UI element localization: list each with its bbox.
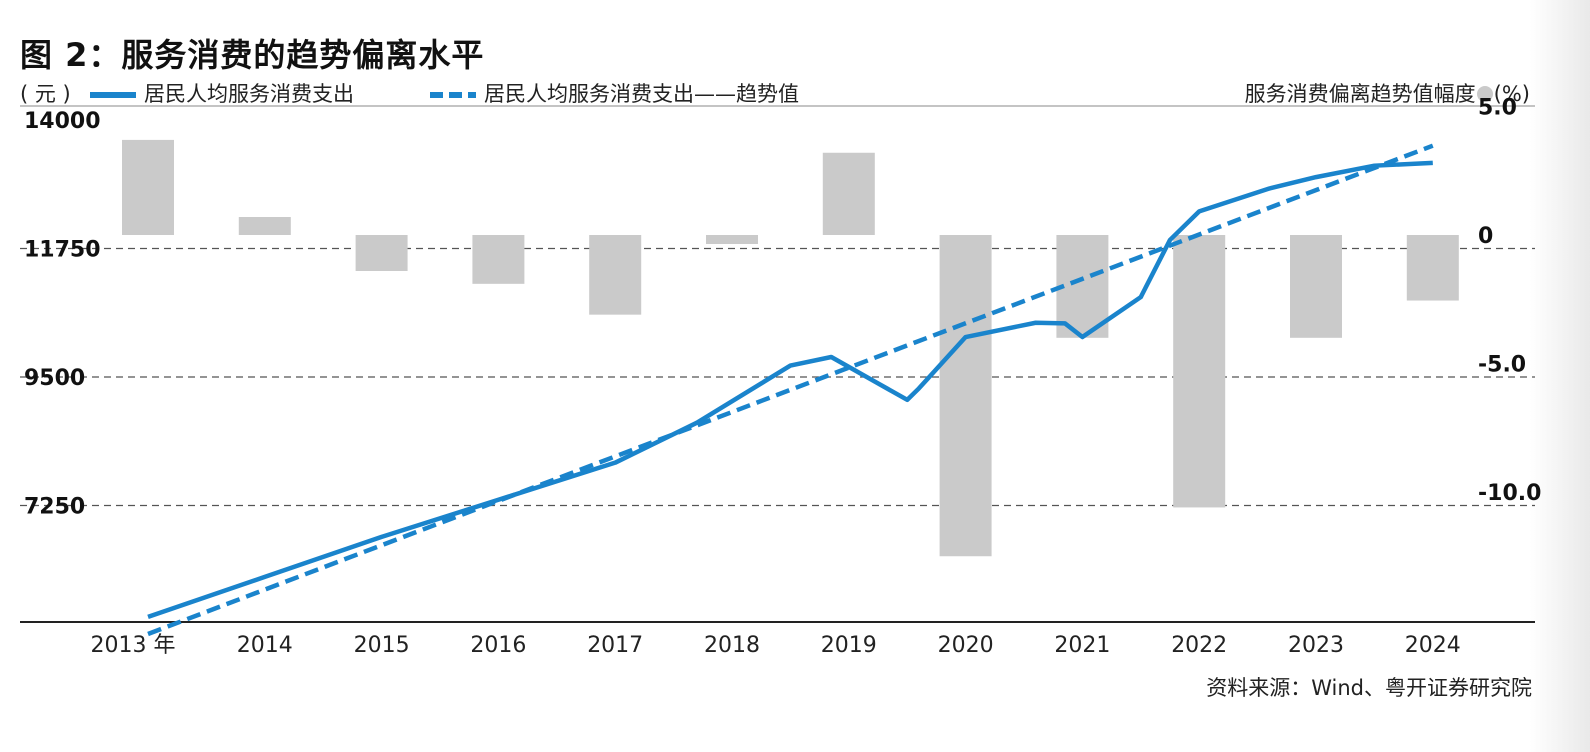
trend-line-dashed: [147, 143, 1434, 637]
x-tick-label: 2023: [1288, 633, 1344, 658]
deviation-bar: [706, 235, 758, 244]
legend-dashed: 居民人均服务消费支出——趋势值: [430, 78, 799, 108]
right-tick-label: -10.0: [1478, 481, 1541, 506]
legend-solid-swatch: [90, 92, 136, 98]
deviation-bar: [122, 139, 174, 235]
deviation-bar: [472, 235, 525, 284]
x-tick-label: 2017: [587, 633, 643, 658]
left-axis-unit: ( 元 ): [20, 82, 71, 106]
x-tick-label: 2020: [938, 633, 994, 658]
deviation-bar: [355, 235, 408, 271]
x-tick-label: 2014: [237, 633, 293, 658]
left-tick-label: 14000: [24, 109, 101, 134]
deviation-bar: [1173, 235, 1226, 508]
right-axis-unit: (%): [1493, 82, 1530, 106]
deviation-bar: [939, 235, 992, 557]
x-tick-label: 2013 年: [91, 633, 176, 658]
deviation-bar: [1406, 235, 1459, 301]
right-tick-label: 5.0: [1478, 96, 1517, 121]
deviation-bar: [238, 217, 291, 235]
legend-dashed-swatch: [430, 92, 476, 98]
x-tick-label: 2022: [1171, 633, 1227, 658]
legend-bar: 服务消费偏离趋势值幅度 (%): [1245, 78, 1530, 108]
chart-title: 图 2：服务消费的趋势偏离水平: [20, 36, 485, 74]
right-tick-label: -5.0: [1478, 353, 1526, 378]
deviation-bar: [1056, 235, 1109, 338]
x-tick-label: 2021: [1054, 633, 1110, 658]
left-tick-label: 11750: [24, 238, 101, 263]
deviation-bar: [589, 235, 642, 315]
legend-solid-label: 居民人均服务消费支出: [144, 82, 354, 106]
legend-dashed-label: 居民人均服务消费支出——趋势值: [484, 82, 799, 106]
x-tick-label: 2019: [821, 633, 877, 658]
source-note: 资料来源：Wind、粤开证券研究院: [1206, 676, 1532, 700]
left-tick-label: 7250: [24, 495, 85, 520]
legend-bar-dot: [1476, 86, 1493, 102]
actual-line-solid: [147, 160, 1433, 619]
x-tick-label: 2015: [354, 633, 410, 658]
x-tick-label: 2018: [704, 633, 760, 658]
deviation-bar: [1290, 235, 1342, 338]
x-tick-label: 2016: [470, 633, 526, 658]
left-tick-label: 9500: [24, 366, 85, 391]
page-edge-shade: [1530, 0, 1590, 752]
legend-bar-label: 服务消费偏离趋势值幅度: [1244, 82, 1476, 106]
legend-solid: 居民人均服务消费支出: [90, 78, 354, 108]
deviation-bar: [822, 152, 875, 235]
x-tick-label: 2024: [1405, 633, 1461, 658]
right-tick-label: 0: [1478, 224, 1493, 249]
